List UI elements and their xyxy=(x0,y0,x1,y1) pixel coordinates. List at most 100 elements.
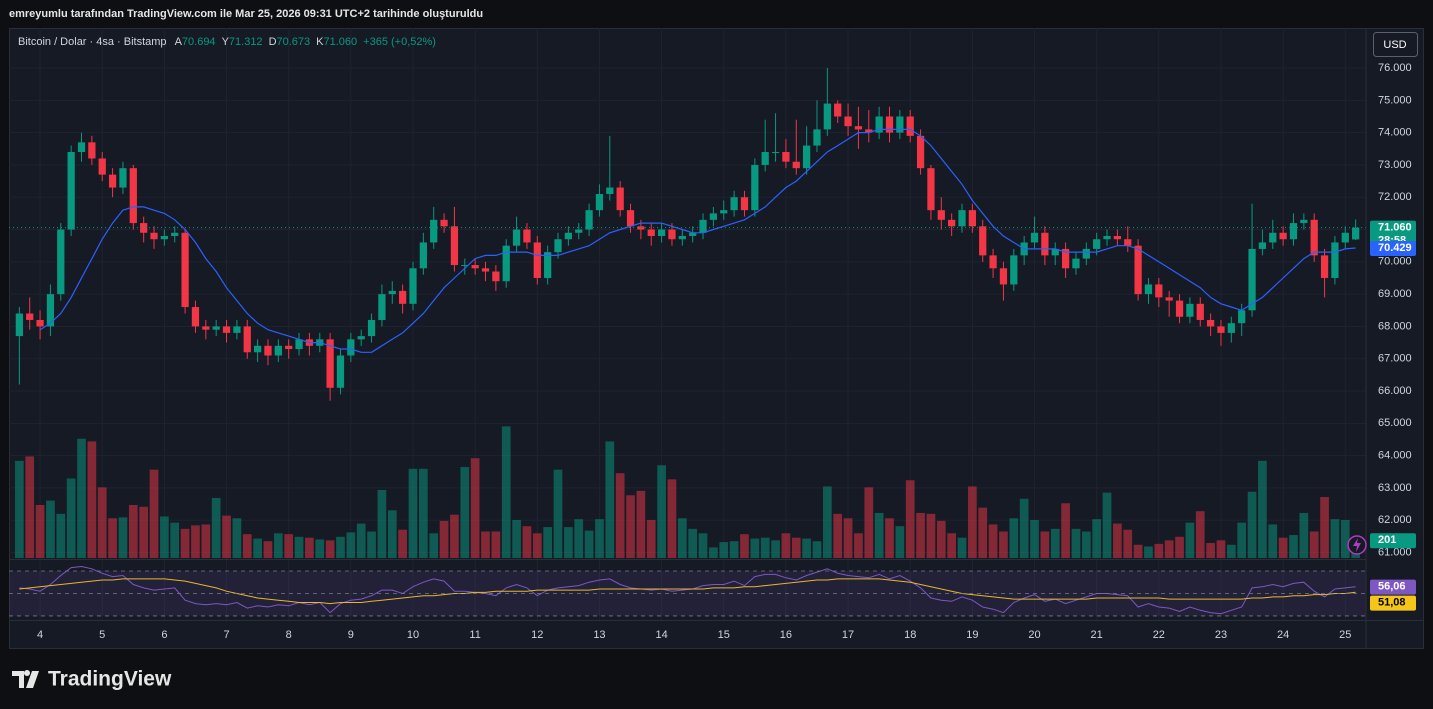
volume-bar xyxy=(15,460,24,558)
candle-body xyxy=(1124,239,1132,246)
candle-body xyxy=(57,229,65,295)
volume-bar xyxy=(367,531,376,558)
volume-bar xyxy=(460,467,470,558)
x-tick-label: 14 xyxy=(655,629,667,641)
legend-item: 70.673 xyxy=(277,36,311,48)
candle-body xyxy=(295,339,303,350)
candle-body xyxy=(119,168,127,188)
legend-item: K xyxy=(316,36,324,48)
y-tick-label: 76.000 xyxy=(1378,62,1412,74)
volume-bar xyxy=(1330,519,1340,558)
brand-mark xyxy=(12,669,39,688)
rsi-layer xyxy=(9,570,1366,617)
volume-bar xyxy=(833,513,843,558)
volume-bar xyxy=(677,518,687,558)
volume-layer xyxy=(15,426,1360,558)
candle-body xyxy=(1289,223,1298,240)
x-tick-label: 12 xyxy=(531,629,543,641)
candle-body xyxy=(1041,232,1049,256)
volume-bar xyxy=(201,524,211,558)
volume-bar xyxy=(1175,536,1184,558)
candle-body xyxy=(979,226,987,256)
candle-body xyxy=(1248,248,1256,311)
candle-body xyxy=(108,174,117,188)
x-tick-label: 7 xyxy=(223,629,229,641)
volume-bar xyxy=(222,515,231,558)
currency-button[interactable] xyxy=(1373,32,1418,57)
volume-bar xyxy=(885,518,894,558)
legend-item: D xyxy=(269,36,277,48)
candle-body xyxy=(1227,323,1235,333)
candle-body xyxy=(916,135,925,169)
candle-body xyxy=(637,226,645,230)
volume-bar xyxy=(905,480,915,558)
y-tick-label: 67.000 xyxy=(1378,353,1412,365)
volume-bar xyxy=(532,533,542,558)
candle-body xyxy=(575,229,583,233)
candle-body xyxy=(461,265,469,267)
volume-bar xyxy=(1019,498,1029,558)
y-tick-label: 70.000 xyxy=(1378,256,1412,268)
volume-bar xyxy=(242,534,252,558)
x-tick-label: 19 xyxy=(966,629,978,641)
volume-bar xyxy=(1216,540,1226,558)
candle-body xyxy=(948,219,956,227)
candle-body xyxy=(523,229,531,243)
brand-logo: TradingView xyxy=(12,668,172,691)
candle-layer xyxy=(15,68,1360,401)
volume-bar xyxy=(25,456,35,558)
candle-body xyxy=(471,265,479,269)
candle-body xyxy=(896,116,904,133)
volume-bar xyxy=(512,520,521,558)
y-tick-label: 75.000 xyxy=(1378,94,1412,106)
volume-bar xyxy=(688,528,698,558)
candle-body xyxy=(388,290,396,295)
volume-bar xyxy=(1040,531,1050,558)
volume-bar xyxy=(1268,524,1278,558)
volume-bar xyxy=(791,537,801,558)
volume-bar xyxy=(336,536,345,558)
volume-bar xyxy=(760,537,770,558)
volume-bar xyxy=(698,533,708,558)
x-tick-label: 8 xyxy=(286,629,292,641)
volume-bar xyxy=(605,441,615,558)
candle-body xyxy=(771,152,780,154)
candle-body xyxy=(668,229,676,240)
candle-body xyxy=(1320,255,1329,278)
volume-bar xyxy=(1133,544,1143,558)
volume-bar xyxy=(729,541,739,558)
volume-bar xyxy=(864,487,874,558)
volume-bar xyxy=(1320,497,1329,558)
volume-bar xyxy=(97,487,107,558)
ma-label: 70.429 xyxy=(1378,242,1412,254)
volume-label: 201 xyxy=(1378,534,1396,546)
candle-body xyxy=(98,158,106,175)
volume-bar xyxy=(1050,528,1060,558)
volume-bar xyxy=(1195,511,1205,558)
legend-item: 70.694 xyxy=(182,36,216,48)
candle-body xyxy=(347,339,355,356)
candle-body xyxy=(212,326,220,330)
candle-body xyxy=(1186,303,1194,317)
volume-bar xyxy=(429,533,439,558)
volume-bar xyxy=(439,520,449,558)
candle-body xyxy=(865,129,873,133)
volume-bar xyxy=(408,468,418,558)
volume-bar xyxy=(1009,518,1019,558)
candle-body xyxy=(326,339,334,388)
volume-bar xyxy=(564,527,573,558)
volume-bar xyxy=(1289,535,1298,558)
candle-body xyxy=(1300,219,1308,224)
candle-body xyxy=(689,232,697,236)
volume-bar xyxy=(470,458,480,558)
candle-body xyxy=(927,168,935,211)
candle-body xyxy=(26,313,34,320)
volume-bar xyxy=(1206,542,1215,558)
volume-bar xyxy=(626,495,635,558)
axis-layer: 61.000 62.000 63.000 64.000 65.000 66.000 67.0… xyxy=(37,62,1416,641)
volume-bar xyxy=(1092,519,1102,558)
candle-body xyxy=(181,232,189,308)
volume-bar xyxy=(387,510,397,558)
volume-bar xyxy=(1340,520,1350,558)
